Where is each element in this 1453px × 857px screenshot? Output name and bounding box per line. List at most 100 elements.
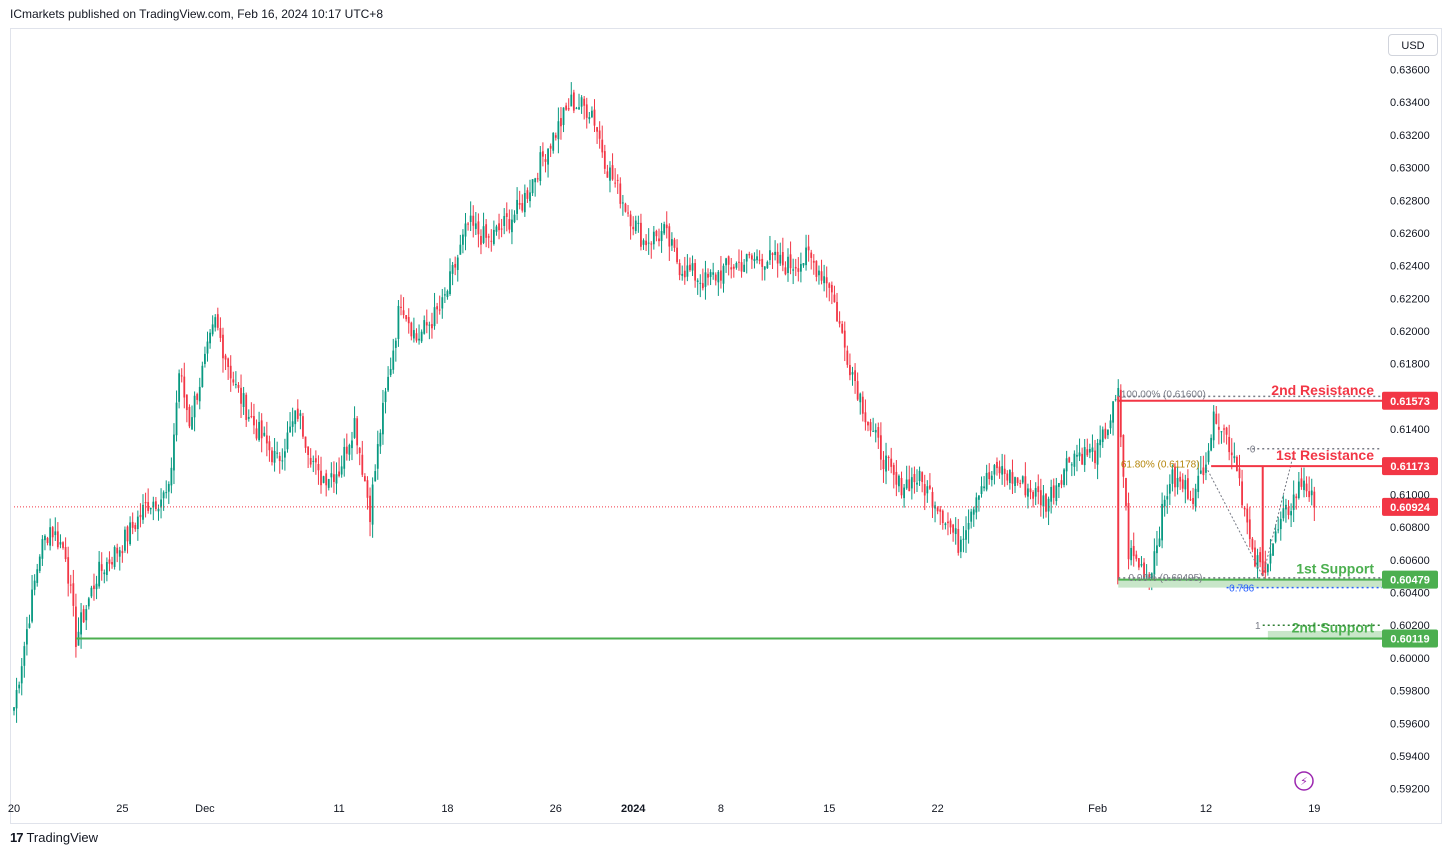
candle-body	[727, 256, 730, 265]
candle-body	[438, 309, 441, 311]
level-price-text: 0.61573	[1390, 396, 1430, 408]
candle-body	[820, 271, 823, 281]
candle-body	[766, 261, 769, 269]
candle-body	[56, 531, 59, 548]
candle-body	[490, 240, 493, 242]
candle-body	[1228, 436, 1231, 453]
candle-body	[1248, 519, 1251, 540]
candle-body	[451, 264, 454, 274]
candle-body	[774, 251, 776, 256]
candle-body	[454, 263, 457, 268]
candle-body	[877, 427, 880, 438]
candle-body	[513, 214, 516, 223]
candle-body	[44, 535, 46, 541]
candle-body	[926, 486, 929, 494]
level-price-tag	[1382, 391, 1438, 410]
candle-body	[1099, 439, 1102, 446]
candle-body	[87, 598, 90, 607]
candle-body	[418, 338, 420, 341]
candle-body	[797, 268, 800, 272]
current-price-tag	[1382, 497, 1438, 516]
candle-body	[1266, 564, 1269, 573]
candle-body	[464, 223, 467, 237]
time-tick-label: 2024	[621, 803, 646, 815]
candle-body	[1287, 507, 1290, 515]
candle-body	[1039, 490, 1042, 506]
candle-body	[240, 387, 242, 404]
candle-body	[1176, 477, 1179, 488]
candle-body	[400, 306, 402, 308]
candle-body	[1199, 470, 1202, 474]
time-tick-label: 15	[823, 803, 835, 815]
candle-body	[787, 256, 789, 273]
candle-body	[358, 447, 361, 454]
candle-body	[761, 258, 764, 267]
candle-body	[732, 266, 735, 269]
candle-body	[1060, 480, 1063, 485]
candle-body	[175, 402, 178, 436]
candle-body	[407, 316, 410, 324]
candle-body	[730, 267, 733, 270]
candle-body	[851, 372, 854, 375]
candle-body	[1006, 473, 1009, 481]
candle-body	[689, 264, 691, 271]
candle-body	[544, 159, 547, 162]
candle-body	[405, 315, 408, 320]
candle-body	[1285, 504, 1287, 510]
candle-body	[95, 583, 98, 590]
candle-body	[905, 479, 908, 489]
candle-body	[1181, 479, 1184, 489]
candle-body	[1179, 476, 1182, 482]
candle-body	[957, 528, 960, 553]
candle-body	[598, 130, 601, 139]
candle-body	[565, 105, 568, 110]
chart-frame[interactable]	[10, 28, 1442, 824]
candle-body	[1161, 503, 1163, 541]
level-price-text: 0.61173	[1390, 461, 1429, 473]
candle-body	[807, 246, 810, 251]
candle-body	[965, 530, 967, 540]
candle-body	[1127, 503, 1130, 560]
currency-button[interactable]: USD	[1388, 34, 1438, 56]
candle-body	[229, 365, 232, 379]
level-label: 2nd Resistance	[1271, 382, 1374, 398]
time-tick-label: Dec	[195, 803, 215, 815]
candle-body	[676, 247, 678, 263]
candle-body	[867, 421, 869, 426]
candle-body	[1088, 449, 1091, 453]
candle-body	[1313, 491, 1316, 508]
candle-body	[340, 466, 343, 475]
fib-label: 100.00% (0.61600)	[1121, 389, 1206, 400]
candle-body	[155, 501, 157, 509]
fib-label: 61.80% (0.61178)	[1121, 459, 1200, 470]
candle-body	[1310, 490, 1313, 496]
candle-body	[815, 260, 818, 277]
candle-body	[1042, 495, 1045, 507]
candle-body	[916, 482, 918, 485]
candle-body	[637, 222, 640, 224]
candle-body	[683, 270, 686, 278]
candle-body	[173, 434, 175, 471]
candle-body	[1132, 546, 1135, 557]
candle-body	[596, 127, 598, 132]
candle-body	[952, 524, 955, 533]
candle-body	[668, 226, 671, 247]
candle-body	[93, 585, 95, 589]
candle-body	[1153, 551, 1156, 575]
candle-body	[1241, 481, 1243, 506]
candle-body	[1259, 552, 1262, 563]
candle-body	[1166, 496, 1169, 500]
price-tick-label: 0.59400	[1390, 751, 1430, 763]
candle-body	[549, 145, 552, 149]
candle-body	[402, 310, 405, 316]
candle-body	[392, 350, 395, 370]
candle-body	[1297, 481, 1300, 499]
candle-body	[939, 509, 942, 512]
candle-body	[41, 539, 44, 559]
candle-body	[720, 270, 722, 281]
candle-body	[972, 509, 975, 515]
candle-body	[80, 612, 82, 635]
candle-body	[1174, 466, 1176, 488]
candle-body	[1125, 478, 1127, 507]
